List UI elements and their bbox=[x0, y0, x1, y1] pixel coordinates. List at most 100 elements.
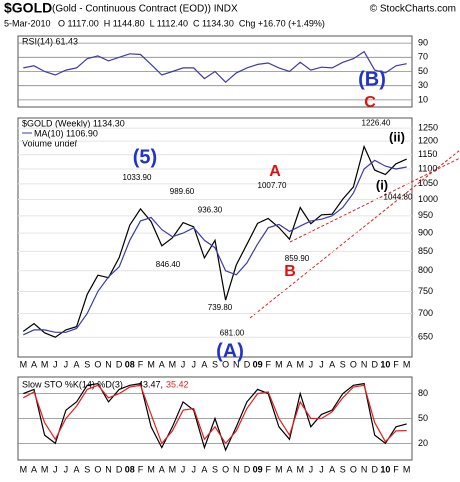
x-tick-label: O bbox=[222, 359, 229, 369]
x-tick-label: J bbox=[319, 359, 324, 369]
y-tick-label: 950 bbox=[418, 210, 433, 220]
x-tick-label: M bbox=[147, 359, 155, 369]
y-tick-label: 1000 bbox=[418, 194, 438, 204]
sto-title: Slow STO %K(14) %D(3) bbox=[22, 379, 123, 389]
x-tick-label: J bbox=[319, 464, 324, 474]
x-tick-label: M bbox=[296, 464, 304, 474]
x-tick-label: A bbox=[287, 359, 293, 369]
wave-label: (i) bbox=[376, 177, 388, 192]
legend-entry: 43.47, bbox=[138, 379, 163, 389]
legend-entry: $GOLD (Weekly) 1134.30 bbox=[22, 118, 125, 128]
price-label: 989.60 bbox=[170, 187, 195, 196]
x-tick-label: N bbox=[105, 464, 112, 474]
credit: © StockCharts.com bbox=[370, 4, 456, 15]
price-panel bbox=[17, 117, 413, 358]
x-tick-label: F bbox=[393, 359, 399, 369]
y-tick-label: 1150 bbox=[418, 149, 437, 159]
x-tick-label: O bbox=[350, 464, 357, 474]
legend-entry: MA(10) 1106.90 bbox=[34, 128, 98, 138]
x-tick-label: J bbox=[191, 464, 196, 474]
x-tick-label: D bbox=[116, 359, 123, 369]
x-tick-label: A bbox=[74, 359, 80, 369]
series-line bbox=[22, 144, 407, 338]
price-label: 846.40 bbox=[156, 260, 181, 269]
x-tick-label: S bbox=[340, 359, 346, 369]
x-tick-label: S bbox=[84, 359, 90, 369]
x-tick-label: A bbox=[287, 464, 293, 474]
x-tick-label: D bbox=[244, 464, 251, 474]
series-line bbox=[23, 382, 407, 452]
x-tick-label: 09 bbox=[253, 359, 263, 369]
x-tick-label: O bbox=[222, 464, 229, 474]
x-tick-label: J bbox=[191, 359, 196, 369]
rsi-legend: RSI(14) 61.43 bbox=[22, 36, 78, 46]
y-tick-label: 20 bbox=[418, 438, 428, 448]
y-tick-label: 90 bbox=[418, 37, 428, 47]
x-tick-label: N bbox=[233, 359, 240, 369]
y-tick-label: 70 bbox=[418, 52, 428, 62]
x-tick-label: M bbox=[20, 359, 28, 369]
price-label: 859.90 bbox=[285, 254, 310, 263]
x-tick-label: M bbox=[275, 359, 283, 369]
price-label: 1226.40 bbox=[362, 118, 391, 127]
y-tick-label: 1050 bbox=[418, 178, 438, 188]
x-tick-label: A bbox=[31, 464, 37, 474]
x-tick-label: F bbox=[138, 359, 144, 369]
x-tick-label: A bbox=[74, 464, 80, 474]
x-tick-label: D bbox=[371, 464, 378, 474]
price-label: 1033.90 bbox=[123, 173, 152, 182]
x-tick-label: M bbox=[169, 359, 177, 369]
wave-label: C bbox=[364, 94, 376, 111]
x-tick-label: J bbox=[309, 464, 314, 474]
y-tick-label: 900 bbox=[418, 228, 433, 238]
x-tick-label: J bbox=[64, 464, 69, 474]
x-tick-label: J bbox=[53, 359, 58, 369]
x-tick-label: A bbox=[31, 359, 37, 369]
x-tick-label: A bbox=[329, 464, 335, 474]
x-tick-label: N bbox=[105, 359, 112, 369]
trendline bbox=[289, 157, 460, 243]
wave-label: B bbox=[284, 263, 296, 280]
x-tick-label: J bbox=[309, 359, 314, 369]
x-tick-label: 08 bbox=[125, 464, 135, 474]
y-tick-label: 1200 bbox=[418, 136, 438, 146]
x-tick-label: N bbox=[233, 464, 240, 474]
y-tick-label: 10 bbox=[418, 94, 428, 104]
y-tick-label: 50 bbox=[418, 66, 428, 76]
x-tick-label: A bbox=[159, 464, 165, 474]
x-tick-label: J bbox=[181, 359, 186, 369]
price-label: 739.80 bbox=[208, 303, 233, 312]
x-tick-label: D bbox=[116, 464, 123, 474]
x-tick-label: N bbox=[361, 359, 368, 369]
x-tick-label: F bbox=[138, 464, 144, 474]
x-tick-label: S bbox=[340, 464, 346, 474]
x-tick-label: A bbox=[201, 464, 207, 474]
x-tick-label: M bbox=[41, 464, 49, 474]
y-tick-label: 700 bbox=[418, 308, 433, 318]
x-tick-label: O bbox=[94, 464, 101, 474]
volume-note: Volume undef bbox=[22, 138, 78, 148]
y-tick-label: 750 bbox=[418, 286, 433, 296]
x-tick-label: O bbox=[94, 359, 101, 369]
x-tick-label: S bbox=[212, 359, 218, 369]
wave-label: (ii) bbox=[389, 129, 405, 144]
x-tick-label: J bbox=[53, 464, 58, 474]
y-tick-label: 50 bbox=[418, 413, 428, 423]
x-tick-label: O bbox=[350, 359, 357, 369]
x-tick-label: M bbox=[275, 464, 283, 474]
x-tick-label: M bbox=[41, 359, 49, 369]
series-line bbox=[23, 159, 407, 336]
x-tick-label: M bbox=[169, 464, 177, 474]
x-tick-label: 10 bbox=[380, 464, 390, 474]
x-tick-label: J bbox=[64, 359, 69, 369]
x-tick-label: M bbox=[296, 359, 304, 369]
wave-label: (5) bbox=[133, 146, 157, 168]
x-tick-label: F bbox=[265, 464, 271, 474]
x-tick-label: 08 bbox=[125, 359, 135, 369]
quote: 5-Mar-2010 O 1117.00 H 1144.80 L 1112.40… bbox=[4, 18, 325, 28]
y-tick-label: 850 bbox=[418, 246, 433, 256]
x-tick-label: N bbox=[361, 464, 368, 474]
x-tick-label: 09 bbox=[253, 464, 263, 474]
price-label: 681.00 bbox=[220, 328, 245, 337]
x-tick-label: A bbox=[159, 359, 165, 369]
